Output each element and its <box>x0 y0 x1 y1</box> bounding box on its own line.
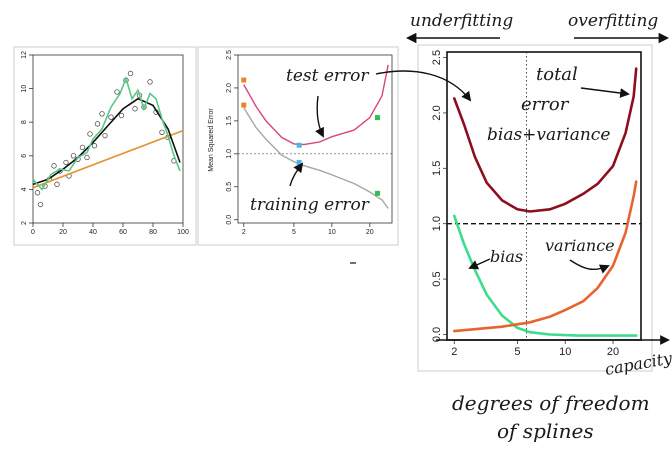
scatter-point <box>79 144 86 151</box>
bias-variance-x-tick-label: 20 <box>607 346 619 358</box>
bias-variance-axis-ticks: 2 5 10 20 0.0 0.5 1.0 1.5 2.0 2.5 <box>431 50 619 358</box>
mse-y-axis-label: Mean Squared Error <box>208 108 215 172</box>
scatter-point <box>70 153 77 159</box>
scatter-fit-line <box>32 76 181 191</box>
mse-curves <box>238 64 392 209</box>
scatter-x-tick-label: 80 <box>149 229 157 236</box>
scatter-panel: 0 20 40 60 80 100 2 4 6 8 10 12 <box>13 46 197 246</box>
scatter-fit-lines <box>32 76 184 191</box>
mse-x-tick-label: 20 <box>366 229 374 236</box>
scatter-y-tick-label: 6 <box>21 154 28 158</box>
mse-marker <box>374 115 380 121</box>
scatter-point <box>147 79 153 85</box>
scatter-point <box>159 129 165 135</box>
scatter-y-tick-label: 2 <box>21 221 28 225</box>
test-to-total-arrow <box>375 70 472 102</box>
scatter-point <box>99 111 105 117</box>
bias-variance-label: bias+variance <box>487 125 610 145</box>
scatter-axis-ticks: 0 20 40 60 80 100 2 4 6 8 10 12 <box>21 51 189 236</box>
scatter-y-tick-label: 10 <box>21 85 28 93</box>
variance-arrow <box>569 259 610 274</box>
mse-marker <box>296 159 302 165</box>
scatter-x-tick-label: 60 <box>119 229 127 236</box>
scatter-y-tick-label: 8 <box>21 120 28 124</box>
scatter-x-tick-label: 100 <box>177 229 189 236</box>
mse-y-tick-label: 0.5 <box>226 182 233 192</box>
scatter-x-tick-label: 40 <box>89 229 97 236</box>
scatter-point <box>114 89 120 95</box>
bias-variance-x-tick-label: 10 <box>559 346 571 358</box>
mse-marker <box>296 142 302 148</box>
bias-variance-x-tick-label: 5 <box>514 346 520 358</box>
of-splines-label: of splines <box>497 419 594 443</box>
scatter-plot-box <box>32 54 184 224</box>
bias-variance-curve <box>453 180 638 333</box>
bias-variance-panel-frame <box>417 44 653 372</box>
bias-variance-y-tick-label: 0.5 <box>431 271 443 286</box>
mse-y-tick-label: 1.5 <box>226 116 233 126</box>
scatter-point <box>127 70 134 77</box>
mse-markers <box>241 77 380 196</box>
mse-y-tick-label: 1.0 <box>226 149 233 159</box>
scatter-point <box>108 114 114 120</box>
scatter-point <box>91 143 98 149</box>
scatter-fit-line <box>32 129 184 189</box>
scatter-point <box>102 132 108 139</box>
mse-x-tick-label: 5 <box>292 229 296 236</box>
scatter-point <box>54 181 60 188</box>
mse-y-tick-label: 2.0 <box>226 83 233 93</box>
scatter-y-tick-label: 12 <box>21 51 28 59</box>
scatter-point <box>94 121 101 127</box>
scatter-panel-frame <box>13 46 197 246</box>
mse-plot-box <box>237 54 393 224</box>
scatter-point <box>34 190 41 196</box>
scatter-y-tick-label: 4 <box>21 187 28 191</box>
scatter-point <box>84 154 90 161</box>
mse-y-tick-label: 2.5 <box>226 50 233 60</box>
overfitting-label: overfitting <box>568 11 658 31</box>
scatter-point <box>51 163 57 169</box>
total-error-arrow <box>580 87 630 98</box>
mse-y-tick-label: 0.0 <box>226 215 233 225</box>
variance-label: variance <box>545 236 615 255</box>
scatter-point <box>37 201 44 208</box>
bias-variance-x-tick-label: 2 <box>451 346 457 358</box>
test-error-label: test error <box>286 66 369 86</box>
scatter-x-tick-label: 20 <box>59 229 67 236</box>
scatter-point <box>63 159 69 166</box>
mse-marker <box>241 77 247 83</box>
degrees-of-freedom-label: degrees of freedom <box>452 391 650 415</box>
mse-curve <box>243 107 389 209</box>
scatter-point <box>132 106 138 112</box>
mse-marker <box>241 102 247 108</box>
scatter-point <box>87 131 93 137</box>
training-error-arrow <box>289 162 304 187</box>
total-error-label-line1: total <box>536 64 578 85</box>
bias-variance-y-tick-label: 0.0 <box>431 327 443 342</box>
mse-axis-ticks: 2 5 10 20 0.0 0.5 1.0 1.5 2.0 2.5 <box>226 50 374 236</box>
mse-x-tick-label: 10 <box>328 229 336 236</box>
bias-variance-y-tick-label: 1.5 <box>431 161 443 176</box>
mse-x-tick-label: 2 <box>242 229 246 236</box>
bias-variance-curve <box>453 67 638 213</box>
test-error-arrow <box>315 95 324 138</box>
bias-label: bias <box>490 247 523 266</box>
underfitting-label: underfitting <box>410 11 513 31</box>
total-error-label-line2: error <box>521 94 570 115</box>
bias-variance-y-tick-label: 1.0 <box>431 216 443 231</box>
bias-variance-panel: 2 5 10 20 0.0 0.5 1.0 1.5 2.0 2.5 <box>417 44 653 372</box>
mse-marker <box>374 190 380 196</box>
bias-variance-y-tick-label: 2.0 <box>431 105 443 120</box>
bias-variance-y-tick-label: 2.5 <box>431 50 443 65</box>
training-error-label: training error <box>250 195 370 215</box>
scatter-fit-line <box>32 97 181 186</box>
scatter-x-tick-label: 0 <box>31 229 35 236</box>
mse-panel: Mean Squared Error 2 5 10 20 0.0 0.5 1.0 1.5 2.0… <box>197 46 399 246</box>
scatter-point <box>118 112 125 119</box>
bias-arrow <box>468 258 491 270</box>
mse-curve <box>243 64 389 146</box>
